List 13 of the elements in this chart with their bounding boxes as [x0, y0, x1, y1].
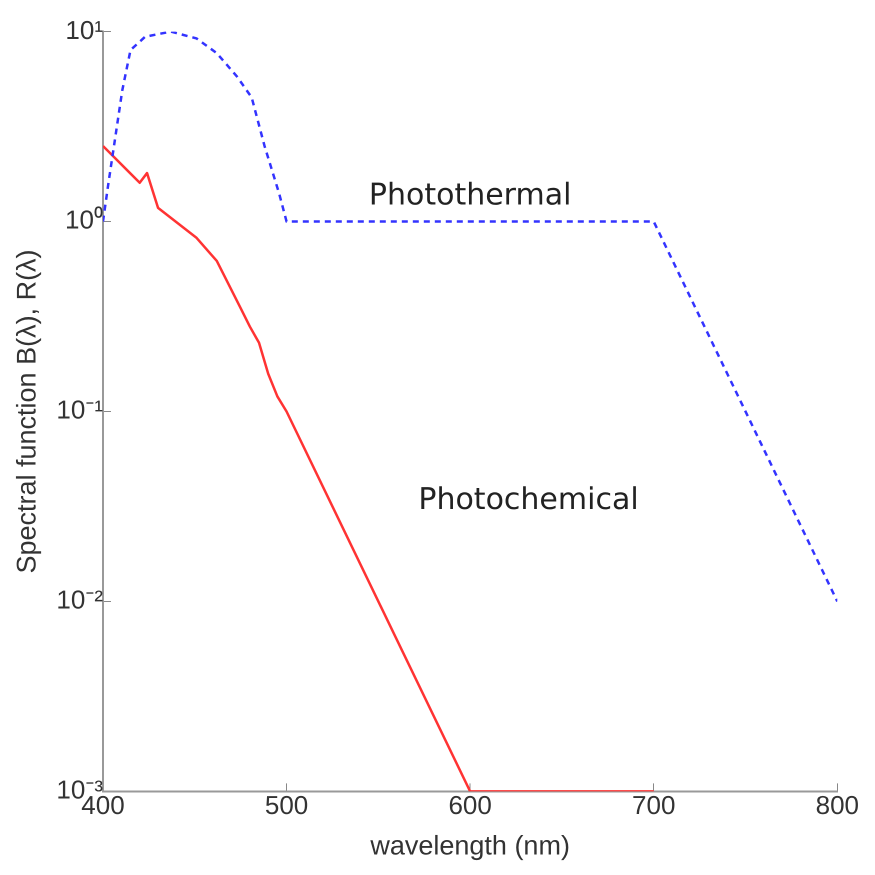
y-tick-label: 10⁻¹ — [56, 394, 104, 425]
x-tick-label: 600 — [448, 790, 492, 820]
y-tick-label: 10¹ — [65, 14, 104, 45]
x-tick-label: 500 — [264, 790, 308, 820]
y-tick-label: 10⁻² — [56, 584, 104, 615]
line-series — [102, 32, 838, 603]
y-axis-title: Spectral function B(λ), R(λ) — [12, 249, 42, 574]
x-axis-title: wavelength (nm) — [369, 830, 570, 860]
y-tick-label: 10⁰ — [65, 204, 103, 235]
x-tick-label: 700 — [632, 790, 676, 820]
x-tick-label: 800 — [816, 790, 860, 820]
series-label: Photothermal — [368, 177, 572, 212]
text: Photochemical — [418, 482, 639, 518]
